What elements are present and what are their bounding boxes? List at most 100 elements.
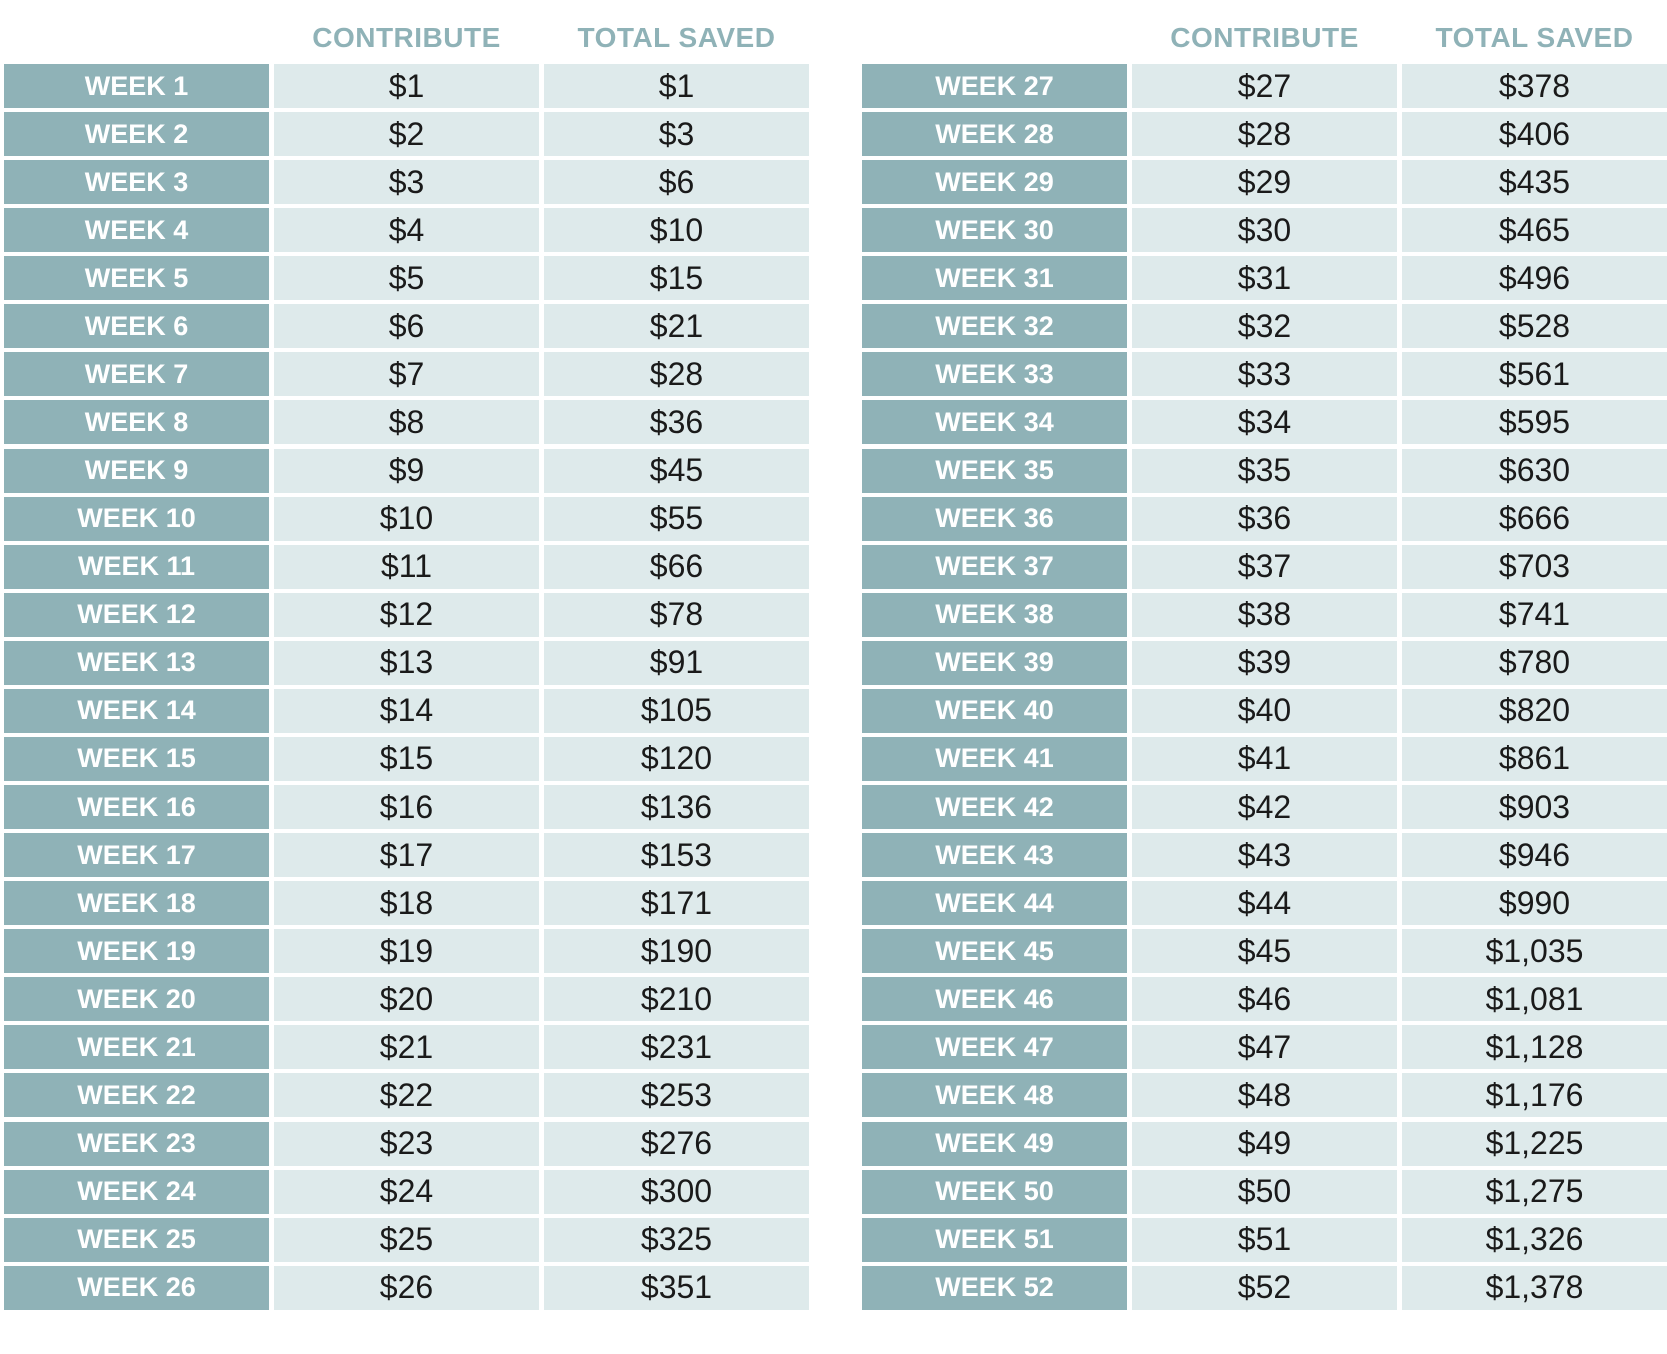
total-cell: $1,225: [1402, 1121, 1667, 1166]
column-header: CONTRIBUTE: [1170, 22, 1359, 53]
contribute-cell: $11: [274, 544, 539, 589]
total-cell: $1: [544, 64, 809, 108]
week-label: WEEK 48: [862, 1073, 1127, 1118]
column-header: TOTAL SAVED: [577, 22, 776, 53]
contribute-cell: $16: [274, 785, 539, 830]
contribute-cell: $8: [274, 400, 539, 445]
week-label: WEEK 22: [4, 1073, 269, 1118]
total-cell: $15: [544, 256, 809, 301]
week-label: WEEK 41: [862, 736, 1127, 781]
total-cell: $946: [1402, 833, 1667, 878]
week-label: WEEK 30: [862, 208, 1127, 253]
total-cell: $45: [544, 448, 809, 493]
total-cell: $1,081: [1402, 977, 1667, 1022]
week-label: WEEK 7: [4, 352, 269, 397]
total-cell: $465: [1402, 208, 1667, 253]
total-cell: $253: [544, 1073, 809, 1118]
total-cell: $780: [1402, 640, 1667, 685]
week-label: WEEK 34: [862, 400, 1127, 445]
contribute-cell: $3: [274, 160, 539, 205]
contribute-cell: $23: [274, 1121, 539, 1166]
total-cell: $55: [544, 496, 809, 541]
total-cell: $300: [544, 1169, 809, 1214]
week-label: WEEK 1: [4, 64, 269, 108]
total-cell: $561: [1402, 352, 1667, 397]
week-label: WEEK 40: [862, 688, 1127, 733]
total-cell: $666: [1402, 496, 1667, 541]
week-label: WEEK 8: [4, 400, 269, 445]
contribute-cell: $49: [1132, 1121, 1397, 1166]
total-cell: $91: [544, 640, 809, 685]
week-label: WEEK 36: [862, 496, 1127, 541]
contribute-cell: $38: [1132, 592, 1397, 637]
week-label: WEEK 29: [862, 160, 1127, 205]
week-label: WEEK 10: [4, 496, 269, 541]
week-label: WEEK 47: [862, 1025, 1127, 1070]
contribute-cell: $7: [274, 352, 539, 397]
week-label: WEEK 42: [862, 785, 1127, 830]
week-label: WEEK 12: [4, 592, 269, 637]
week-label: WEEK 14: [4, 688, 269, 733]
contribute-cell: $40: [1132, 688, 1397, 733]
contribute-cell: $32: [1132, 304, 1397, 349]
contribute-cell: $25: [274, 1217, 539, 1262]
contribute-cell: $42: [1132, 785, 1397, 830]
contribute-cell: $44: [1132, 881, 1397, 926]
contribute-cell: $17: [274, 833, 539, 878]
total-cell: $136: [544, 785, 809, 830]
week-label: WEEK 35: [862, 448, 1127, 493]
total-cell: $496: [1402, 256, 1667, 301]
column-header: CONTRIBUTE: [312, 22, 501, 53]
week-label: WEEK 24: [4, 1169, 269, 1214]
total-cell: $6: [544, 160, 809, 205]
contribute-cell: $51: [1132, 1217, 1397, 1262]
week-label: WEEK 52: [862, 1265, 1127, 1310]
contribute-cell: $48: [1132, 1073, 1397, 1118]
contribute-cell: $30: [1132, 208, 1397, 253]
total-cell: $325: [544, 1217, 809, 1262]
week-label: WEEK 28: [862, 112, 1127, 157]
week-label: WEEK 13: [4, 640, 269, 685]
total-cell: $66: [544, 544, 809, 589]
total-cell: $903: [1402, 785, 1667, 830]
week-label: WEEK 21: [4, 1025, 269, 1070]
total-cell: $10: [544, 208, 809, 253]
week-label: WEEK 3: [4, 160, 269, 205]
week-label: WEEK 49: [862, 1121, 1127, 1166]
total-cell: $190: [544, 929, 809, 974]
total-cell: $105: [544, 688, 809, 733]
column-header: TOTAL SAVED: [1435, 22, 1634, 53]
week-label: WEEK 44: [862, 881, 1127, 926]
contribute-cell: $27: [1132, 64, 1397, 108]
week-label: WEEK 4: [4, 208, 269, 253]
contribute-cell: $52: [1132, 1265, 1397, 1310]
contribute-cell: $4: [274, 208, 539, 253]
contribute-cell: $19: [274, 929, 539, 974]
week-label: WEEK 9: [4, 448, 269, 493]
contribute-cell: $36: [1132, 496, 1397, 541]
week-label: WEEK 50: [862, 1169, 1127, 1214]
week-label: WEEK 23: [4, 1121, 269, 1166]
contribute-cell: $29: [1132, 160, 1397, 205]
total-cell: $21: [544, 304, 809, 349]
week-label: WEEK 5: [4, 256, 269, 301]
week-label: WEEK 31: [862, 256, 1127, 301]
total-cell: $78: [544, 592, 809, 637]
week-label: WEEK 37: [862, 544, 1127, 589]
total-cell: $1,378: [1402, 1265, 1667, 1310]
week-label: WEEK 18: [4, 881, 269, 926]
total-cell: $820: [1402, 688, 1667, 733]
contribute-cell: $46: [1132, 977, 1397, 1022]
total-cell: $351: [544, 1265, 809, 1310]
contribute-cell: $18: [274, 881, 539, 926]
contribute-cell: $37: [1132, 544, 1397, 589]
contribute-cell: $14: [274, 688, 539, 733]
total-cell: $435: [1402, 160, 1667, 205]
contribute-cell: $13: [274, 640, 539, 685]
total-cell: $1,176: [1402, 1073, 1667, 1118]
week-label: WEEK 11: [4, 544, 269, 589]
contribute-cell: $41: [1132, 736, 1397, 781]
contribute-cell: $15: [274, 736, 539, 781]
contribute-cell: $31: [1132, 256, 1397, 301]
